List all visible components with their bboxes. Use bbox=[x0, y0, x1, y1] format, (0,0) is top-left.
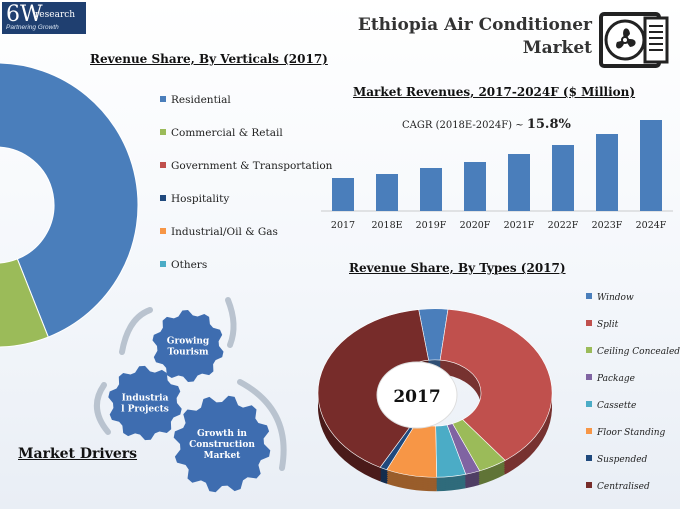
legend-label: Cassette bbox=[597, 401, 637, 411]
legend-swatch bbox=[586, 347, 592, 353]
x-tick-label: 2017 bbox=[331, 220, 355, 231]
cagr-label: CAGR (2018E-2024F) ~ bbox=[402, 120, 524, 131]
x-tick-label: 2019F bbox=[416, 220, 447, 231]
logo-tagline: Partnering Growth bbox=[6, 24, 59, 31]
legend-label: Hospitality bbox=[171, 193, 230, 205]
legend-label: Suspended bbox=[597, 455, 648, 465]
driver-gear-label: Tourism bbox=[168, 348, 209, 358]
bar-2023f bbox=[596, 134, 618, 211]
legend-label: Floor Standing bbox=[597, 428, 666, 438]
vertical-legend-hospitality: Hospitality bbox=[160, 193, 229, 205]
legend-swatch bbox=[586, 293, 592, 299]
type-legend-split: Split bbox=[586, 320, 618, 330]
legend-label: Industrial/Oil & Gas bbox=[171, 226, 278, 238]
legend-swatch bbox=[160, 228, 166, 234]
driver-gear-label: Construction bbox=[189, 440, 255, 450]
driver-gear-label: Growth in bbox=[197, 429, 247, 439]
types-chart-title: Revenue Share, By Types (2017) bbox=[349, 261, 566, 275]
x-tick-label: 2021F bbox=[504, 220, 535, 231]
legend-swatch bbox=[586, 482, 592, 488]
legend-label: Residential bbox=[171, 94, 231, 106]
legend-swatch bbox=[586, 320, 592, 326]
vertical-slice-commercial-retail bbox=[0, 258, 49, 348]
bar-2022f bbox=[552, 145, 574, 211]
type-legend-package: Package bbox=[586, 374, 635, 384]
bar-2018e bbox=[376, 174, 398, 211]
x-tick-label: 2020F bbox=[460, 220, 491, 231]
vertical-slice-residential bbox=[0, 62, 139, 338]
legend-label: Commercial & Retail bbox=[171, 127, 283, 139]
bar-2024f bbox=[640, 120, 662, 211]
legend-swatch bbox=[160, 129, 166, 135]
driver-arrow bbox=[94, 382, 111, 435]
type-legend-suspended: Suspended bbox=[586, 455, 647, 465]
type-legend-cassette: Cassette bbox=[586, 401, 636, 411]
vertical-legend-commercial-retail: Commercial & Retail bbox=[160, 127, 283, 139]
vertical-legend-government-transportation: Government & Transportation bbox=[160, 160, 332, 172]
legend-swatch bbox=[160, 162, 166, 168]
types-center-label: 2017 bbox=[393, 387, 440, 407]
types-donut-center bbox=[376, 361, 458, 429]
driver-arrow bbox=[237, 379, 287, 471]
driver-gear-label: l Projects bbox=[121, 405, 169, 415]
driver-gear-label: Industria bbox=[122, 394, 169, 404]
x-tick-label: 2018E bbox=[371, 220, 402, 231]
legend-swatch bbox=[160, 195, 166, 201]
type-slice-split bbox=[439, 308, 553, 461]
cagr-value: 15.8% bbox=[526, 117, 571, 132]
legend-swatch bbox=[160, 261, 166, 267]
legend-swatch bbox=[586, 374, 592, 380]
x-tick-label: 2023F bbox=[592, 220, 623, 231]
driver-gear-growth-in-construction-market bbox=[173, 395, 271, 493]
company-logo: 6W research Partnering Growth bbox=[2, 2, 86, 34]
legend-label: Centralised bbox=[597, 482, 650, 492]
bar-2019f bbox=[420, 168, 442, 211]
bar-2021f bbox=[508, 154, 530, 211]
legend-swatch bbox=[160, 96, 166, 102]
x-tick-label: 2022F bbox=[548, 220, 579, 231]
driver-gear-label: Market bbox=[204, 451, 241, 461]
legend-label: Window bbox=[597, 293, 634, 303]
air-conditioner-icon bbox=[599, 12, 669, 68]
legend-label: Ceiling Concealed bbox=[597, 347, 680, 357]
bar-2017 bbox=[332, 178, 354, 211]
driver-gear-growing-tourism bbox=[152, 310, 224, 382]
logo-main-text: 6W bbox=[6, 2, 43, 27]
bar-2020f bbox=[464, 162, 486, 211]
legend-label: Package bbox=[597, 374, 635, 384]
type-legend-floor-standing: Floor Standing bbox=[586, 428, 665, 438]
logo-sub-text: research bbox=[35, 10, 76, 20]
type-legend-window: Window bbox=[586, 293, 634, 303]
verticals-chart-title: Revenue Share, By Verticals (2017) bbox=[90, 52, 328, 66]
vertical-legend-residential: Residential bbox=[160, 94, 231, 106]
revenues-chart-title: Market Revenues, 2017-2024F ($ Million) bbox=[353, 85, 636, 99]
x-tick-label: 2024F bbox=[636, 220, 667, 231]
market-drivers-title: Market Drivers bbox=[18, 446, 138, 462]
type-legend-centralised: Centralised bbox=[586, 482, 650, 492]
driver-gear-label: Growing bbox=[167, 337, 210, 347]
vertical-legend-others: Others bbox=[160, 259, 207, 271]
legend-swatch bbox=[586, 428, 592, 434]
legend-label: Others bbox=[171, 259, 208, 271]
driver-gear-industrial-projects bbox=[108, 365, 182, 441]
page-title-line1: Ethiopia Air Conditioner bbox=[357, 15, 592, 35]
vertical-legend-industrial-oil-gas: Industrial/Oil & Gas bbox=[160, 226, 278, 238]
legend-label: Split bbox=[597, 320, 619, 330]
legend-label: Government & Transportation bbox=[171, 160, 333, 172]
legend-swatch bbox=[586, 401, 592, 407]
page-title-line2: Market bbox=[522, 38, 592, 58]
cagr-annotation: CAGR (2018E-2024F) ~ 15.8% bbox=[402, 117, 571, 132]
driver-arrow bbox=[225, 297, 237, 348]
driver-arrow bbox=[119, 307, 153, 355]
page-title: Ethiopia Air Conditioner Market bbox=[332, 14, 592, 60]
legend-swatch bbox=[586, 455, 592, 461]
type-legend-ceiling-concealed: Ceiling Concealed bbox=[586, 347, 680, 357]
